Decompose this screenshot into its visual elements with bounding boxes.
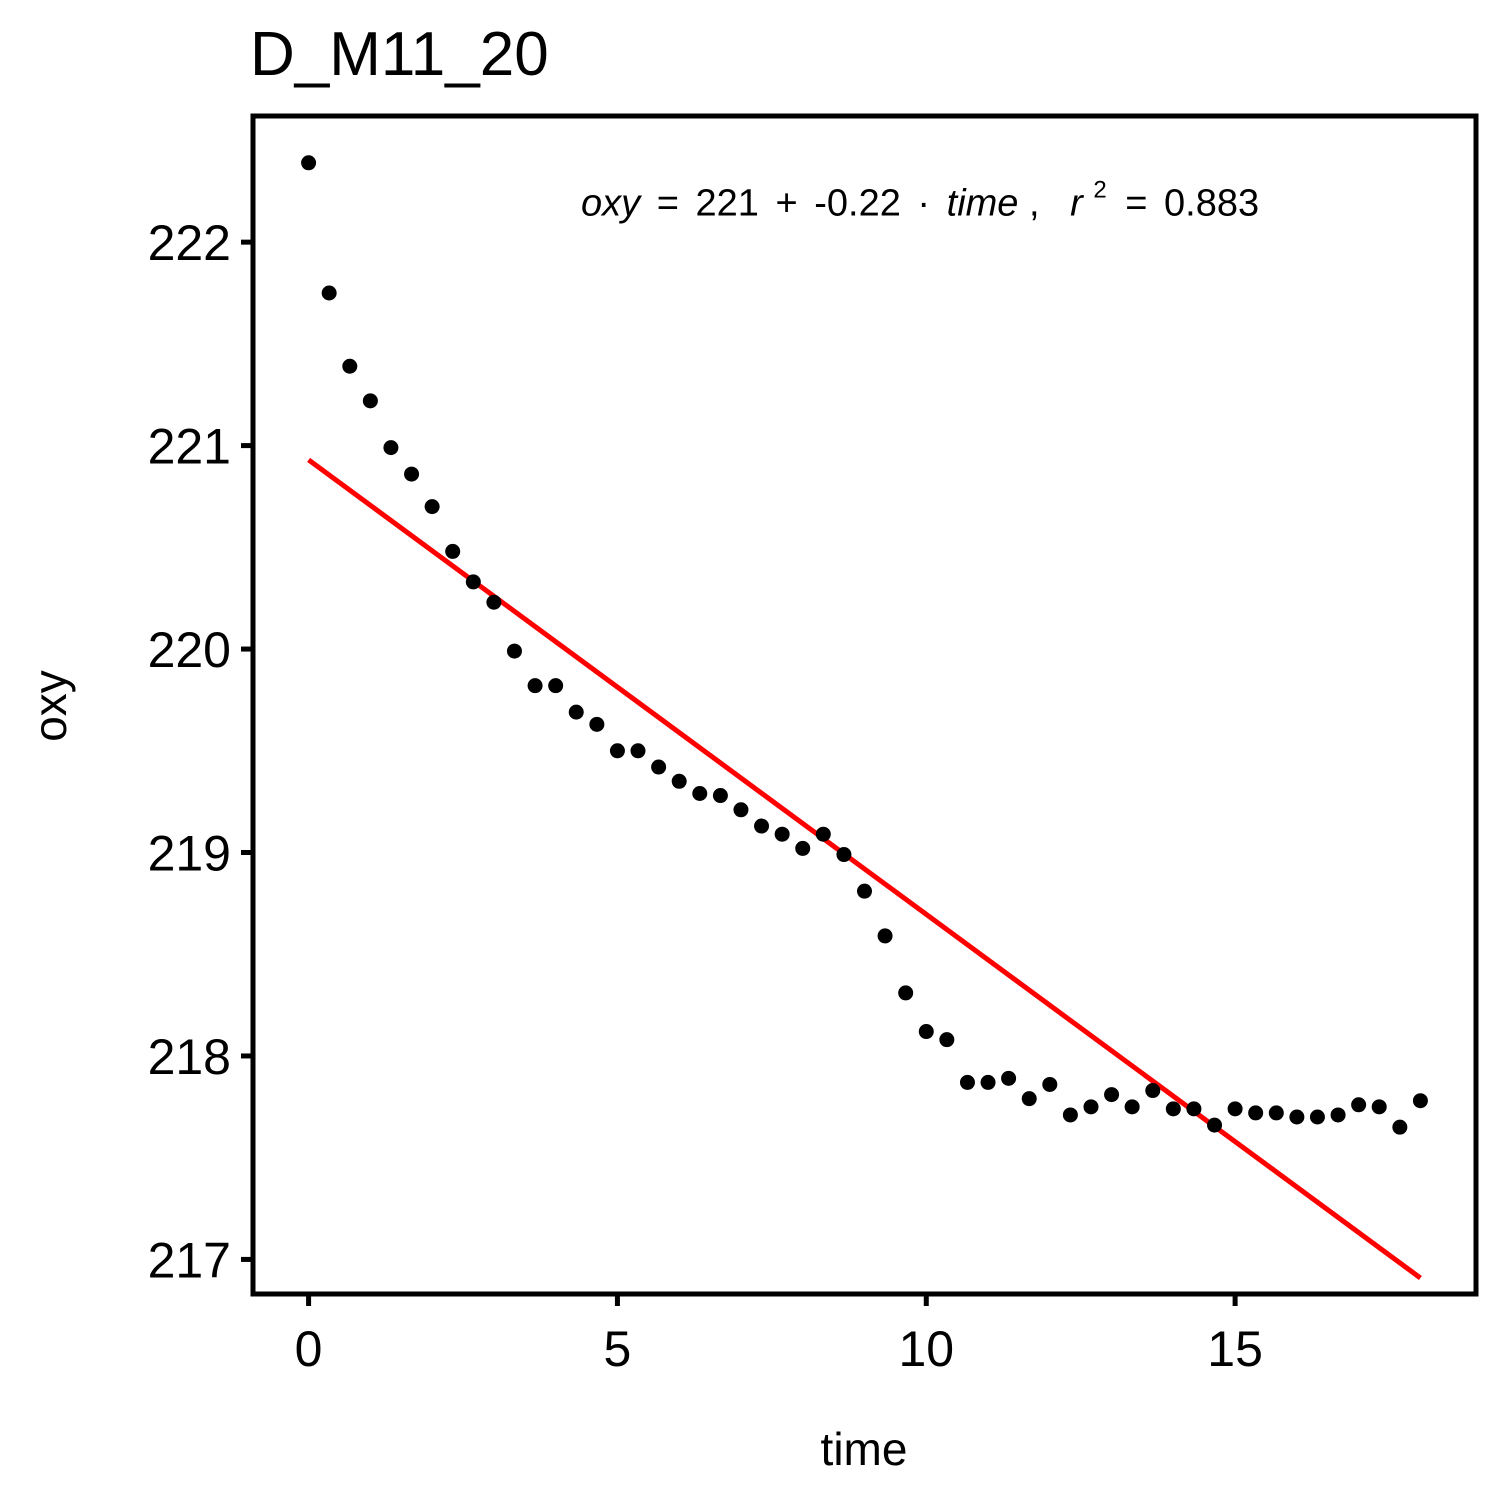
x-axis-label: time (821, 1423, 908, 1475)
eq-slope: -0.22 (814, 183, 901, 225)
eq-r2-value: 0.883 (1164, 183, 1259, 225)
data-point (774, 826, 790, 842)
y-tick-label: 218 (148, 1029, 231, 1085)
data-point (404, 466, 420, 482)
data-point (959, 1074, 975, 1090)
data-point (918, 1024, 934, 1040)
data-point (445, 543, 461, 559)
data-point (424, 499, 440, 515)
data-point (836, 847, 852, 863)
data-point (342, 358, 358, 374)
data-point (1165, 1101, 1181, 1117)
data-point (301, 155, 317, 171)
eq-r: r (1070, 183, 1084, 225)
regression-equation: oxy = 221 + -0.22 · time , r 2 = 0.883 (581, 165, 1259, 225)
data-point (383, 440, 399, 456)
data-point (609, 743, 625, 759)
data-point (1104, 1087, 1120, 1103)
plot-frame (250, 113, 1479, 1297)
data-point (1248, 1105, 1264, 1121)
data-point (733, 802, 749, 818)
eq-var: time (947, 183, 1019, 225)
eq-intercept: 221 (696, 183, 759, 225)
data-point (527, 678, 543, 694)
data-point (1062, 1107, 1078, 1123)
data-point (1207, 1117, 1223, 1133)
data-point (321, 285, 337, 301)
data-point (1042, 1076, 1058, 1092)
eq-dot: · (917, 183, 930, 225)
eq-lhs: oxy (581, 183, 642, 225)
data-point (1186, 1101, 1202, 1117)
data-point (980, 1074, 996, 1090)
data-point (692, 786, 708, 802)
data-point (939, 1032, 955, 1048)
data-point (1392, 1119, 1408, 1135)
y-axis: 217 218 219 220 221 222 (148, 215, 253, 1288)
data-point (465, 574, 481, 590)
eq-plus: + (775, 183, 797, 225)
data-point (1124, 1099, 1140, 1115)
data-point (857, 883, 872, 899)
data-point (898, 985, 914, 1001)
data-point (1412, 1093, 1428, 1109)
x-tick-label: 10 (898, 1321, 954, 1377)
data-point (630, 743, 646, 759)
data-point (877, 928, 893, 944)
x-tick-label: 5 (604, 1321, 632, 1377)
x-tick-label: 15 (1207, 1321, 1263, 1377)
data-point (1371, 1099, 1387, 1115)
data-point (815, 826, 831, 842)
data-point (1145, 1083, 1161, 1099)
data-point (795, 840, 811, 856)
data-point (1021, 1091, 1037, 1107)
data-point (1351, 1097, 1367, 1113)
eq-equals: = (657, 183, 679, 225)
y-tick-label: 220 (148, 622, 231, 678)
data-point (1309, 1109, 1325, 1125)
data-point (671, 773, 687, 789)
x-tick-label: 0 (295, 1321, 323, 1377)
data-point (589, 716, 605, 732)
data-point (1289, 1109, 1305, 1125)
y-tick-label: 217 (148, 1232, 231, 1288)
data-point (1001, 1070, 1017, 1086)
points-layer (301, 155, 1428, 1135)
data-point (712, 788, 728, 804)
data-point (486, 594, 502, 610)
data-point (568, 704, 584, 720)
chart-title: D_M11_20 (250, 20, 549, 89)
data-point (362, 393, 378, 409)
y-tick-label: 221 (148, 419, 231, 475)
y-axis-label: oxy (24, 670, 76, 742)
data-point (754, 818, 770, 834)
eq-r2-equals: = (1125, 183, 1147, 225)
data-point (548, 678, 564, 694)
data-point (1268, 1105, 1284, 1121)
data-point (506, 643, 522, 659)
y-tick-label: 222 (148, 215, 231, 271)
data-point (1227, 1101, 1243, 1117)
y-tick-label: 219 (148, 826, 231, 882)
eq-comma: , (1029, 183, 1040, 225)
data-point (1083, 1099, 1099, 1115)
eq-r-superscript: 2 (1093, 177, 1106, 204)
data-point (651, 759, 667, 775)
x-axis: 0 5 10 15 (295, 1294, 1263, 1377)
data-point (1330, 1107, 1346, 1123)
